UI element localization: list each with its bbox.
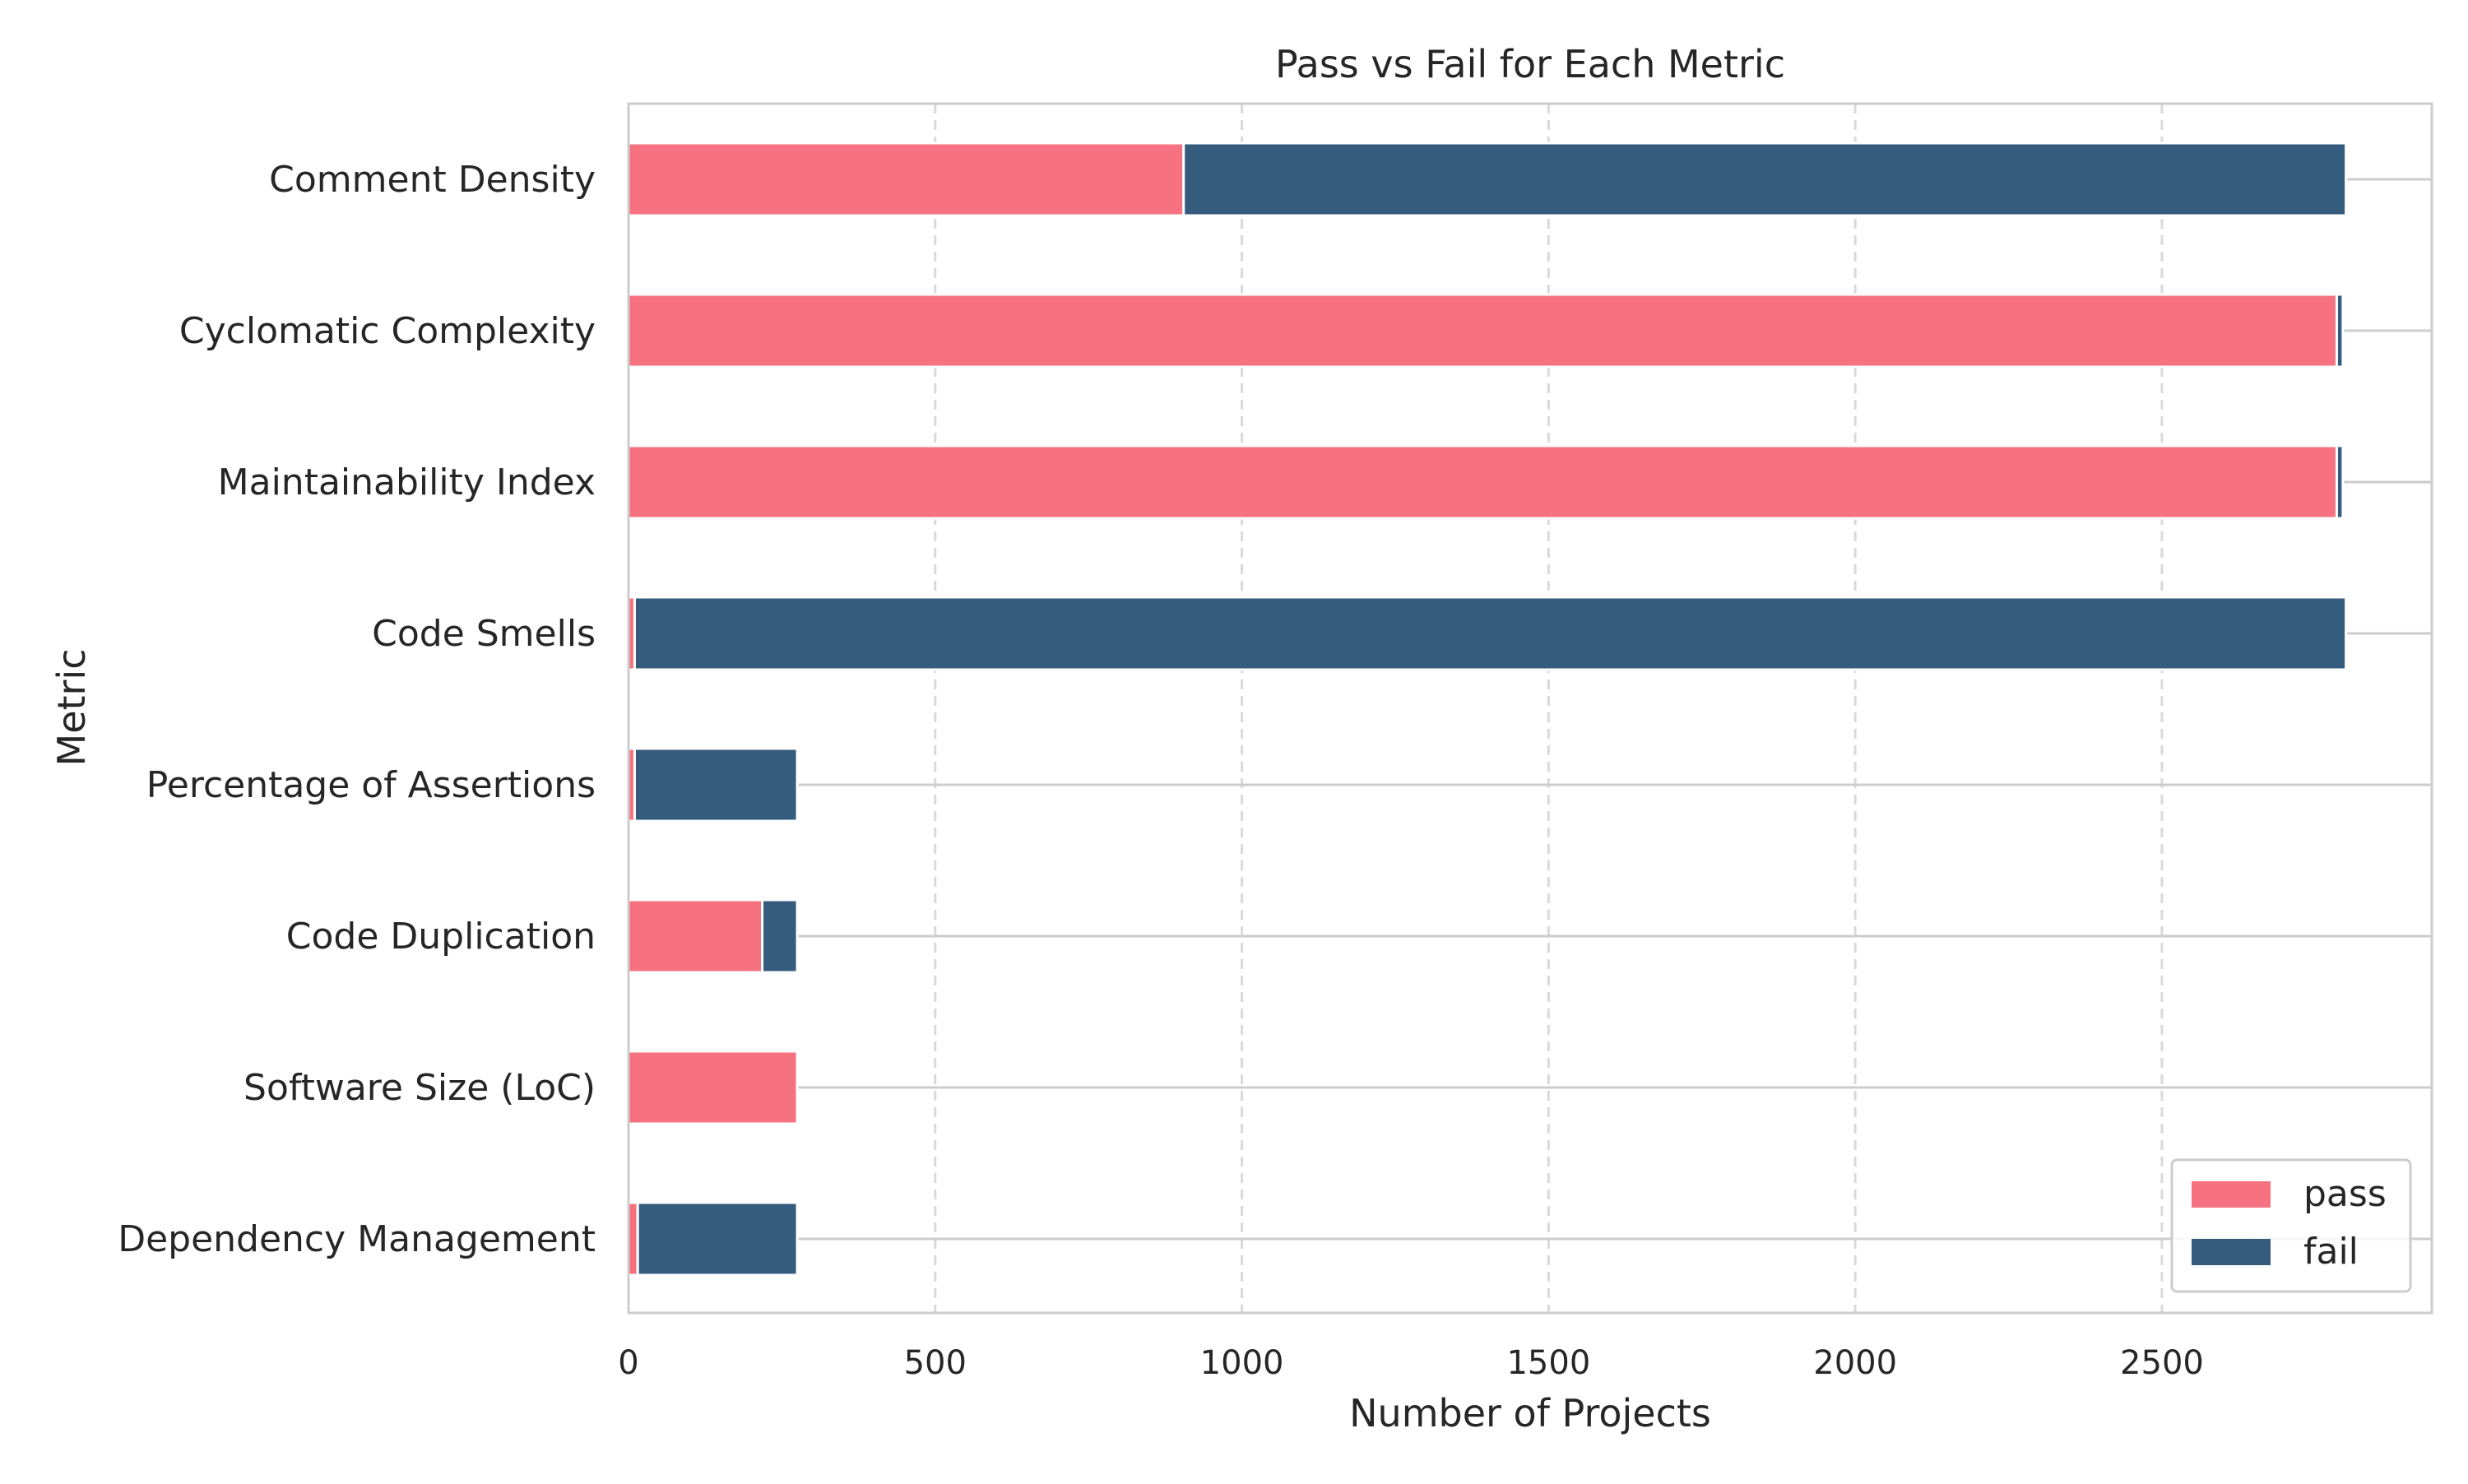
x-tick-label-2500: 2500 [2120, 1344, 2204, 1382]
y-tick-label-dependency-management: Dependency Management [118, 1218, 596, 1260]
bar-fail-code-duplication [761, 898, 799, 974]
bar-pass-comment-density [627, 141, 1185, 217]
bar-fail-code-smells [633, 596, 2348, 671]
y-tick-label-code-duplication: Code Duplication [286, 916, 596, 958]
bar-fail-dependency-management [636, 1201, 799, 1277]
y-tick-label-cyclomatic-complexity: Cyclomatic Complexity [179, 310, 596, 352]
x-tick-label-2000: 2000 [1813, 1344, 1897, 1382]
x-tick-labels: 0 500 1000 1500 2000 2500 [618, 1344, 2204, 1382]
y-tick-label-maintainability-index: Maintainability Index [218, 461, 596, 503]
chart-title: Pass vs Fail for Each Metric [1275, 42, 1785, 86]
plot-frame [627, 102, 2433, 1315]
y-tick-label-software-size-loc: Software Size (LoC) [244, 1067, 596, 1109]
bar-pass-code-duplication [627, 898, 764, 974]
legend-label-fail: fail [2303, 1231, 2359, 1273]
bar-fail-cyclomatic-complexity [2335, 293, 2345, 369]
legend: pass fail [2170, 1158, 2412, 1293]
y-tick-labels: Comment Density Cyclomatic Complexity Main… [118, 159, 596, 1260]
x-tick-label-1500: 1500 [1506, 1344, 1590, 1382]
x-tick-label-1000: 1000 [1200, 1344, 1284, 1382]
x-tick-label-0: 0 [618, 1344, 638, 1382]
bar-pass-maintainability-index [627, 444, 2338, 520]
bar-pass-dependency-management [627, 1201, 639, 1277]
bar-pass-cyclomatic-complexity [627, 293, 2338, 369]
y-axis-label: Metric [49, 648, 94, 766]
bar-fail-comment-density [1182, 141, 2348, 217]
bar-fail-percentage-of-assertions [633, 747, 799, 823]
y-tick-label-percentage-of-assertions: Percentage of Assertions [146, 764, 596, 806]
legend-swatch-pass [2192, 1181, 2271, 1208]
legend-swatch-fail [2192, 1239, 2271, 1265]
y-tick-label-code-smells: Code Smells [372, 613, 596, 655]
y-tick-label-comment-density: Comment Density [269, 159, 596, 201]
bar-fail-maintainability-index [2335, 444, 2345, 520]
bars [627, 141, 2348, 1277]
bar-pass-software-size-loc [627, 1050, 799, 1125]
x-axis-label: Number of Projects [1349, 1391, 1711, 1435]
legend-label-pass: pass [2303, 1173, 2387, 1215]
x-tick-label-500: 500 [904, 1344, 967, 1382]
